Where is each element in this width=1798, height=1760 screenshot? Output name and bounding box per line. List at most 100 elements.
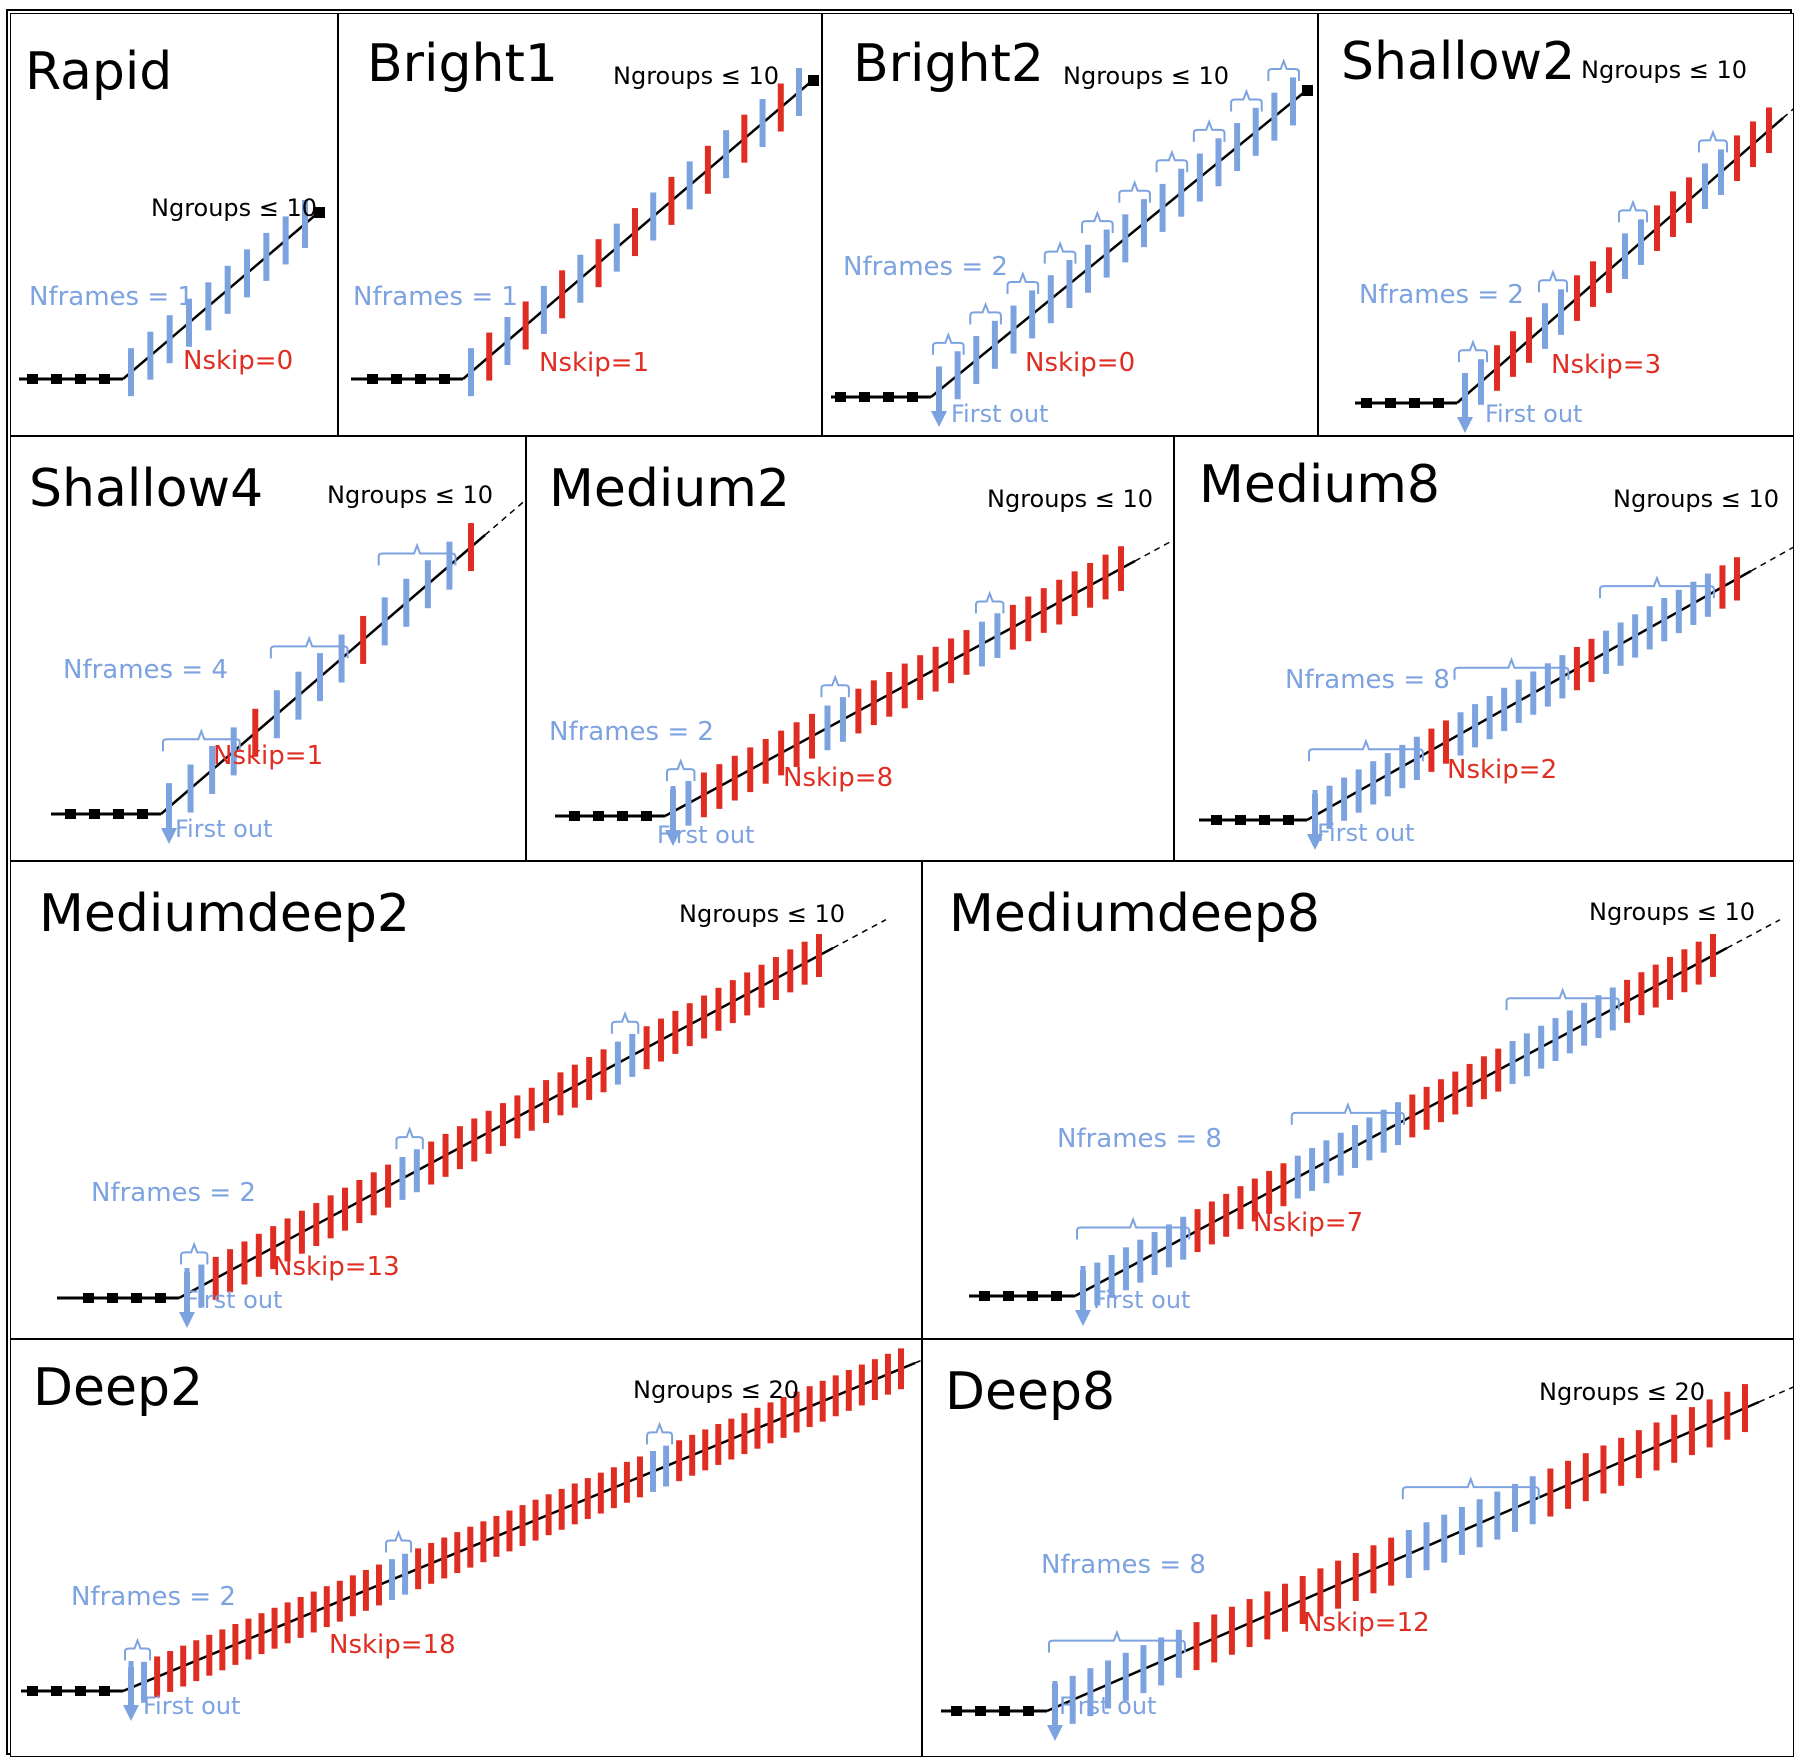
kept-frame	[1108, 1254, 1115, 1298]
reset-marker	[979, 1291, 990, 1301]
skipped-frame	[480, 1521, 487, 1563]
skipped-frame	[486, 332, 493, 381]
kept-frame	[1158, 1637, 1165, 1686]
reset-marker	[99, 374, 110, 384]
skipped-frame	[754, 1407, 761, 1449]
skipped-frame	[1635, 1430, 1642, 1479]
reset-marker	[617, 811, 628, 821]
skipped-frame	[1652, 964, 1659, 1008]
kept-frame	[1066, 259, 1073, 308]
group-brace	[1043, 240, 1077, 264]
panel-mediumdeep8: Mediumdeep8 Ngroups ≤ 10 Nframes = 8 Nskip=…	[922, 861, 1794, 1339]
group-brace	[1290, 1102, 1405, 1125]
kept-frame	[1309, 1148, 1316, 1191]
nskip-label: Nskip=1	[213, 741, 324, 771]
skipped-frame	[342, 1187, 348, 1231]
reset-marker	[1385, 398, 1396, 408]
skipped-frame	[1442, 720, 1449, 764]
kept-frame	[1380, 1109, 1387, 1153]
panel-shallow4: Shallow4 Ngroups ≤ 10 Nframes = 4 Nskip=1 Fi…	[10, 436, 526, 861]
skipped-frame	[514, 1095, 521, 1139]
skipped-frame	[787, 949, 794, 993]
skipped-frame	[1724, 1391, 1731, 1440]
reset-marker	[51, 374, 62, 384]
kept-frame	[1494, 1491, 1501, 1540]
kept-frame	[244, 249, 250, 298]
kept-frame	[1323, 1140, 1330, 1184]
first-out-arrow-icon	[931, 411, 947, 427]
skipped-frame	[1624, 979, 1631, 1023]
nframes-label: Nframes = 2	[91, 1178, 256, 1208]
reset-marker	[391, 374, 402, 384]
skipped-frame	[1237, 1186, 1244, 1230]
reset-marker	[367, 374, 378, 384]
ramp-diagram	[941, 1384, 1793, 1741]
panel-title: Mediumdeep2	[39, 884, 411, 944]
skipped-frame	[1264, 1591, 1271, 1640]
nskip-label: Nskip=18	[329, 1630, 456, 1660]
skipped-frame	[1087, 563, 1094, 608]
skipped-frame	[1480, 1056, 1487, 1100]
ngroups-label: Ngroups ≤ 10	[327, 481, 494, 509]
kept-frame	[1252, 107, 1259, 156]
skipped-frame	[1208, 1201, 1215, 1245]
kept-frame	[1355, 769, 1362, 813]
skipped-frame	[245, 1618, 252, 1660]
group-brace	[1458, 339, 1488, 363]
skipped-frame	[232, 1624, 239, 1665]
reset-marker	[439, 374, 450, 384]
skipped-frame	[1706, 1399, 1713, 1448]
skipped-frame	[932, 646, 939, 692]
skipped-frame	[297, 1596, 304, 1638]
group-brace	[1006, 271, 1040, 295]
nskip-label: Nskip=3	[1551, 350, 1662, 380]
kept-frame	[1215, 138, 1222, 187]
skipped-frame	[1671, 1414, 1678, 1463]
skipped-frame	[1266, 1170, 1273, 1214]
nskip-label: Nskip=12	[1303, 1608, 1430, 1638]
skipped-frame	[467, 1526, 474, 1568]
kept-frame	[796, 67, 802, 116]
skipped-frame	[700, 772, 707, 818]
skipped-frame	[747, 747, 754, 793]
kept-frame	[1399, 744, 1406, 789]
skipped-frame	[1223, 1193, 1230, 1237]
skipped-frame	[1618, 1437, 1625, 1486]
kept-frame	[468, 348, 474, 397]
kept-frame	[1559, 655, 1566, 699]
nframes-label: Nframes = 1	[29, 282, 194, 312]
kept-frame	[1638, 219, 1644, 265]
skipped-frame	[1681, 949, 1688, 993]
skipped-frame	[313, 1203, 320, 1247]
skipped-frame	[1670, 191, 1676, 237]
kept-frame	[759, 99, 766, 148]
kept-frame	[686, 161, 693, 210]
kept-frame	[504, 317, 511, 366]
panel-deep8: Deep8 Ngroups ≤ 20 Nframes = 8 Nskip=12 Firs…	[922, 1339, 1794, 1757]
nframes-label: Nframes = 2	[71, 1582, 236, 1612]
skipped-frame	[658, 1018, 664, 1062]
kept-frame	[389, 1559, 396, 1601]
reset-marker	[1027, 1291, 1038, 1301]
ramp-diagram	[1199, 546, 1793, 850]
reset-marker	[83, 1293, 94, 1303]
ramp-diagram	[19, 199, 325, 397]
kept-frame	[1609, 987, 1616, 1031]
nframes-label: Nframes = 8	[1285, 665, 1450, 695]
skipped-frame	[963, 630, 970, 675]
panel-shallow2: Shallow2 Ngroups ≤ 10 Nframes = 2 Nskip=3 Fi…	[1318, 13, 1794, 436]
kept-frame	[1478, 359, 1484, 405]
first-out-arrow-icon	[1307, 834, 1323, 850]
end-marker	[1302, 85, 1313, 96]
reset-marker	[107, 1293, 118, 1303]
first-out-label: First out	[657, 821, 755, 849]
skipped-frame	[1667, 956, 1674, 1000]
reset-marker	[641, 811, 652, 821]
skipped-frame	[1638, 972, 1645, 1016]
kept-frame	[1029, 290, 1036, 339]
kept-frame	[302, 199, 308, 248]
kept-frame	[1137, 1239, 1144, 1283]
kept-frame	[1675, 589, 1682, 634]
kept-frame	[1151, 1232, 1158, 1275]
skipped-frame	[428, 1542, 435, 1584]
